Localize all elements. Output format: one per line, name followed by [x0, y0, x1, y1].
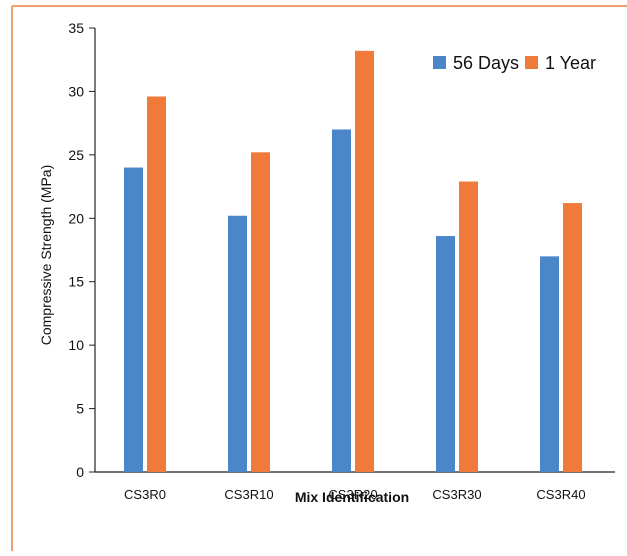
x-tick-label: CS3R20	[328, 487, 377, 502]
y-tick-label: 15	[68, 274, 84, 290]
y-tick-label: 30	[68, 83, 84, 99]
bar-series-1-cs3r40	[540, 256, 559, 472]
legend-label-2: 1 Year	[545, 53, 596, 73]
x-tick-label: CS3R40	[536, 487, 585, 502]
chart-axes	[89, 27, 615, 473]
chart-bars	[124, 50, 582, 473]
bar-series-2-cs3r20	[355, 50, 374, 472]
x-axis-label: Mix Identification	[295, 489, 409, 505]
bar-series-2-cs3r0	[147, 96, 166, 472]
y-axis-label: Compressive Strength (MPa)	[38, 165, 54, 346]
chart-legend: 56 Days 1 Year	[433, 53, 596, 73]
x-tick-label: CS3R30	[432, 487, 481, 502]
legend-swatch-1	[433, 56, 446, 69]
bar-series-1-cs3r20	[332, 129, 351, 472]
bar-series-2-cs3r40	[563, 203, 582, 472]
y-tick-label: 35	[68, 20, 84, 36]
y-tick-label: 20	[68, 210, 84, 226]
x-tick-label: CS3R0	[124, 487, 166, 502]
bar-series-1-cs3r0	[124, 167, 143, 473]
y-tick-label: 5	[76, 401, 84, 417]
legend-label-1: 56 Days	[453, 53, 519, 73]
bar-series-1-cs3r30	[436, 236, 455, 472]
orange-frame-border	[11, 5, 627, 551]
bar-series-2-cs3r30	[459, 181, 478, 473]
y-tick-label: 10	[68, 337, 84, 353]
bar-series-1-cs3r10	[228, 215, 247, 472]
y-tick-label: 25	[68, 147, 84, 163]
x-tick-label: CS3R10	[224, 487, 273, 502]
chart-labels: 0 5 10 15 20 25 30 35 CS3R0 CS3R10 CS3R20 CS3R30 CS3…	[68, 20, 585, 502]
legend-swatch-2	[525, 56, 538, 69]
bar-series-2-cs3r10	[251, 152, 270, 472]
y-tick-label: 0	[76, 464, 84, 480]
